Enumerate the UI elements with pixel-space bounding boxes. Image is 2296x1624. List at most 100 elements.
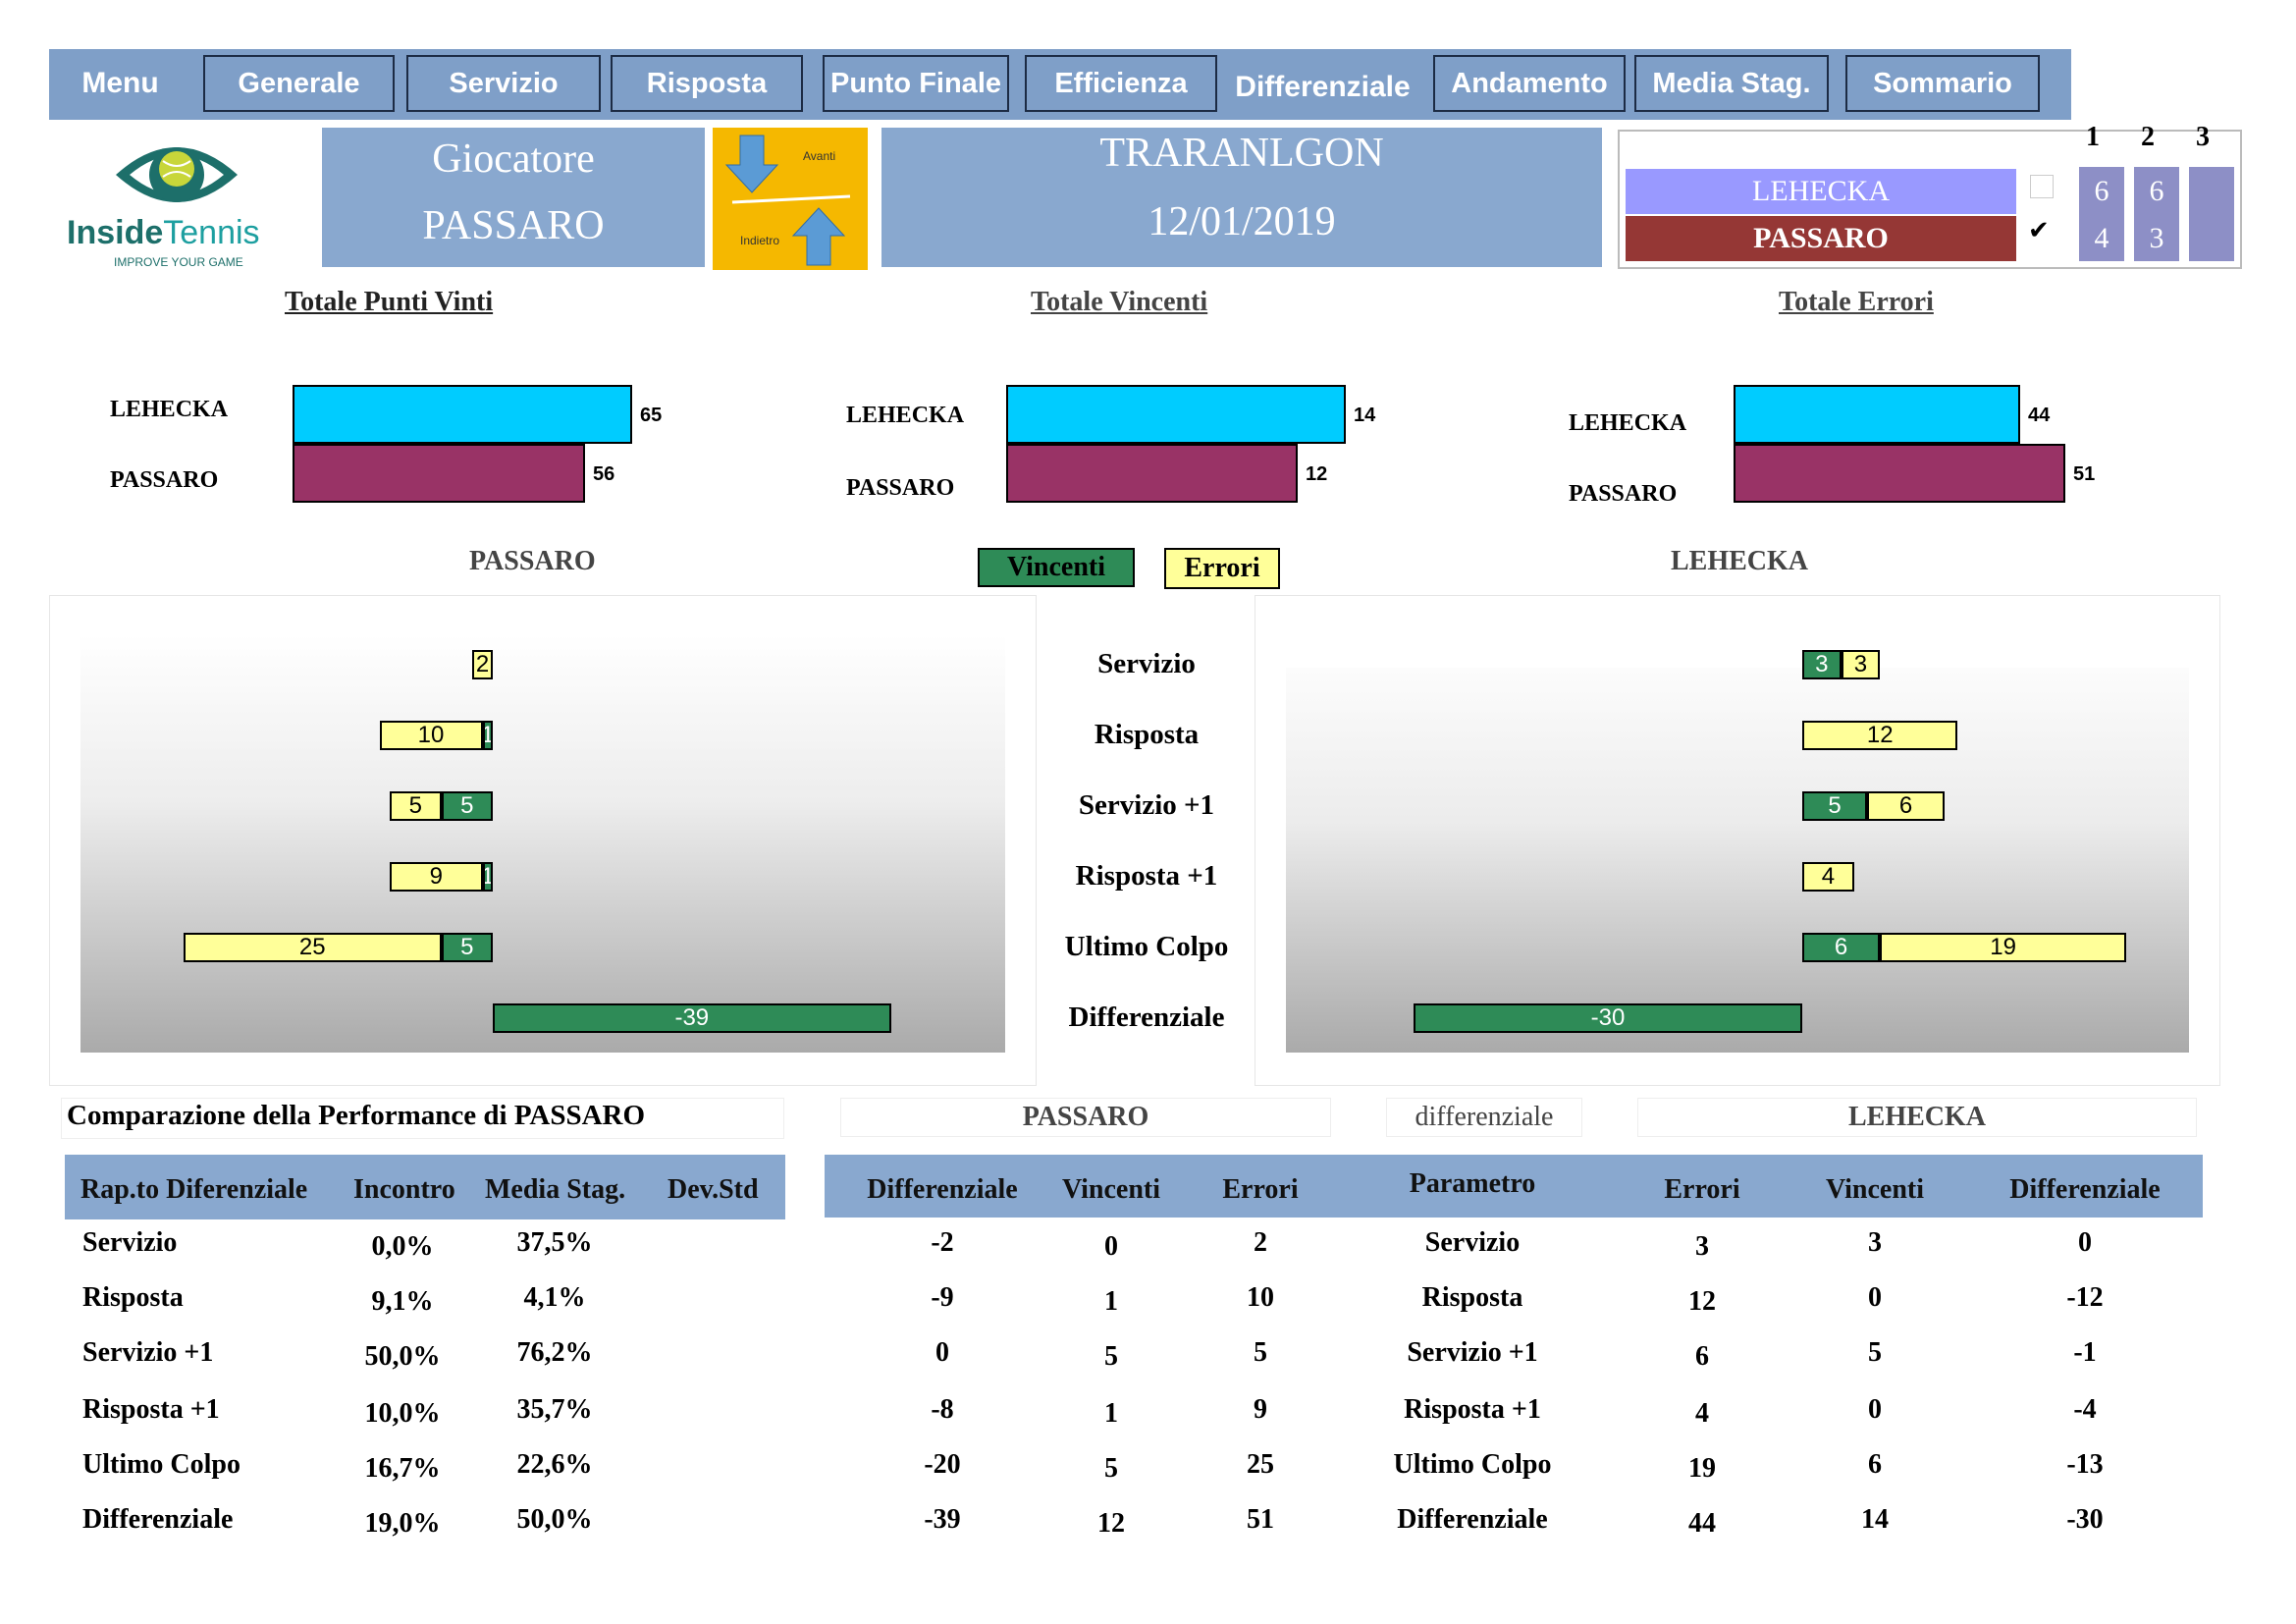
category-label: Differenziale <box>1068 1001 1225 1033</box>
diff-header-cell: Errori <box>1664 1174 1740 1205</box>
player-name: PASSARO <box>422 203 605 248</box>
tournament-panel: TRARANLGON 12/01/2019 <box>881 128 1602 267</box>
comparison-season-value: 37,5% <box>516 1227 593 1258</box>
nav-media-stag[interactable]: Media Stag. <box>1634 55 1829 112</box>
logo-brand-tennis: Tennis <box>163 214 260 251</box>
comparison-match-value: 19,0% <box>364 1508 441 1539</box>
diff-left-title: PASSARO <box>1022 1102 1149 1132</box>
summary-1-bar-value: 56 <box>593 463 615 485</box>
nav-risposta[interactable]: Risposta <box>611 55 803 112</box>
diff-cell: 5 <box>1868 1337 1882 1368</box>
comparison-param: Servizio +1 <box>82 1337 214 1368</box>
comparison-title-box <box>61 1098 784 1139</box>
diff-mid-title: differenziale <box>1415 1102 1554 1132</box>
forward-back-navigator[interactable]: Avanti Indietro <box>713 128 868 270</box>
nav-andamento[interactable]: Andamento <box>1433 55 1626 112</box>
summary-3-player-label: LEHECKA <box>1569 410 1687 436</box>
score-player-2-checkbox[interactable]: ✔ <box>2028 216 2050 244</box>
summary-2-bar-value: 14 <box>1354 405 1376 426</box>
match-date: 12/01/2019 <box>1148 199 1336 244</box>
diff-right-title-box <box>1637 1098 2197 1137</box>
eye-ball-icon <box>116 147 238 202</box>
diff-cell: -8 <box>931 1394 954 1425</box>
diff-cell: 5 <box>1254 1337 1267 1368</box>
comparison-col-1: Rap.to Diferenziale <box>80 1174 308 1205</box>
menu-button[interactable]: Menu <box>81 67 159 99</box>
comparison-match-value: 16,7% <box>364 1453 441 1484</box>
diff-cell: Ultimo Colpo <box>1393 1449 1552 1480</box>
diff-cell: 25 <box>1247 1449 1274 1480</box>
score-player-1-checkbox[interactable] <box>2030 175 2054 198</box>
summary-3-bar-value: 51 <box>2073 463 2096 485</box>
summary-3-bar <box>1734 444 2065 503</box>
comparison-match-value: 10,0% <box>364 1398 441 1429</box>
category-label: Servizio +1 <box>1078 789 1215 821</box>
summary-3-bar-value: 44 <box>2028 405 2051 426</box>
diff-mid-title-box <box>1386 1098 1582 1137</box>
nav-punto-finale[interactable]: Punto Finale <box>823 55 1009 112</box>
summary-chart-2-title: Totale Vincenti <box>1031 287 1208 317</box>
diff-cell: 0 <box>2078 1227 2092 1258</box>
diff-cell: -12 <box>2066 1282 2104 1313</box>
right-chart-player: LEHECKA <box>1671 546 1809 576</box>
summary-1-player-label: PASSARO <box>110 467 219 493</box>
comparison-col-2: Incontro <box>353 1174 455 1205</box>
diff-cell: 0 <box>1104 1231 1118 1262</box>
comparison-param: Risposta <box>82 1282 184 1313</box>
diff-cell: 51 <box>1247 1504 1274 1535</box>
set-header-3: 3 <box>2196 122 2210 152</box>
diff-cell: 9 <box>1254 1394 1267 1425</box>
diff-right-title: LEHECKA <box>1847 1102 1987 1132</box>
summary-chart-1-title: Totale Punti Vinti <box>285 287 494 317</box>
summary-1-bar <box>293 444 585 503</box>
player-label: Giocatore <box>432 136 595 182</box>
score-player-2-name: PASSARO <box>1626 216 2016 261</box>
comparison-season-value: 50,0% <box>516 1504 593 1535</box>
diff-cell: 12 <box>1097 1508 1125 1539</box>
diff-cell: 5 <box>1104 1453 1118 1484</box>
summary-1-bar <box>293 385 632 444</box>
tournament-name: TRARANLGON <box>1099 131 1384 176</box>
nav-efficienza[interactable]: Efficienza <box>1025 55 1217 112</box>
diff-cell: -4 <box>2073 1394 2097 1425</box>
score-p1-set-1: 6 <box>2079 167 2124 216</box>
comparison-param: Differenziale <box>82 1504 234 1535</box>
category-label: Risposta <box>1094 719 1200 750</box>
summary-3-player-label: PASSARO <box>1569 481 1678 507</box>
nav-servizio[interactable]: Servizio <box>406 55 601 112</box>
diff-cell: 3 <box>1868 1227 1882 1258</box>
summary-1-bar-value: 65 <box>640 405 663 426</box>
diff-cell: 0 <box>1868 1282 1882 1313</box>
comparison-match-value: 0,0% <box>371 1231 434 1262</box>
diff-cell: 4 <box>1695 1398 1709 1429</box>
diff-cell: 6 <box>1695 1341 1709 1372</box>
summary-2-bar <box>1006 385 1346 444</box>
back-label: Indietro <box>740 234 780 247</box>
left-chart-plot <box>80 634 1005 1053</box>
score-p2-set-2: 3 <box>2134 216 2179 261</box>
set-header-2: 2 <box>2141 122 2155 152</box>
logo-tagline: IMPROVE YOUR GAME <box>114 255 243 269</box>
diff-cell: -9 <box>931 1282 954 1313</box>
diff-cell: 14 <box>1861 1504 1889 1535</box>
legend-winners: Vincenti <box>978 548 1135 587</box>
score-p1-set-2: 6 <box>2134 167 2179 216</box>
diff-table-header <box>825 1155 2203 1218</box>
summary-3-bar <box>1734 385 2020 444</box>
comparison-title: Comparazione della Performance di PASSAR… <box>67 1100 646 1131</box>
diff-cell: 10 <box>1247 1282 1274 1313</box>
comparison-param: Ultimo Colpo <box>82 1449 240 1480</box>
diff-cell: Servizio <box>1424 1227 1521 1258</box>
diff-cell: 3 <box>1695 1231 1709 1262</box>
comparison-match-value: 9,1% <box>371 1286 434 1317</box>
nav-differenziale[interactable]: Differenziale <box>1235 71 1411 103</box>
nav-generale[interactable]: Generale <box>203 55 395 112</box>
summary-2-player-label: LEHECKA <box>846 403 965 428</box>
diff-cell: Risposta <box>1421 1282 1523 1313</box>
diff-cell: 5 <box>1104 1341 1118 1372</box>
nav-sommario[interactable]: Sommario <box>1845 55 2040 112</box>
category-label: Risposta +1 <box>1075 860 1218 892</box>
set-header-1: 1 <box>2086 122 2100 152</box>
comparison-season-value: 22,6% <box>516 1449 593 1480</box>
diff-cell: 6 <box>1868 1449 1882 1480</box>
